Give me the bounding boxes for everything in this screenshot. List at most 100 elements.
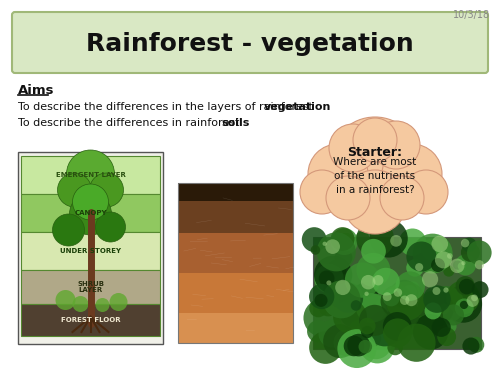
Circle shape xyxy=(333,300,367,334)
Text: UNDER STOREY: UNDER STOREY xyxy=(60,248,121,254)
Text: Rainforest - vegetation: Rainforest - vegetation xyxy=(86,32,414,56)
Circle shape xyxy=(390,235,402,247)
Circle shape xyxy=(398,324,436,362)
Circle shape xyxy=(340,300,367,327)
Circle shape xyxy=(467,240,491,265)
Circle shape xyxy=(356,220,394,258)
Circle shape xyxy=(52,214,84,246)
Circle shape xyxy=(468,337,484,353)
Circle shape xyxy=(431,258,445,272)
Circle shape xyxy=(355,231,370,246)
Bar xyxy=(313,237,481,349)
Circle shape xyxy=(322,280,360,318)
Circle shape xyxy=(326,260,346,280)
Circle shape xyxy=(304,299,342,337)
Circle shape xyxy=(388,339,403,355)
Circle shape xyxy=(96,212,126,242)
Circle shape xyxy=(323,280,338,296)
Circle shape xyxy=(432,318,451,337)
FancyBboxPatch shape xyxy=(12,12,488,73)
Circle shape xyxy=(309,331,342,364)
Circle shape xyxy=(72,184,108,220)
Circle shape xyxy=(408,281,419,292)
Circle shape xyxy=(345,262,380,298)
Text: To describe the differences in rainforest: To describe the differences in rainfores… xyxy=(18,118,243,128)
Circle shape xyxy=(333,282,364,313)
Circle shape xyxy=(323,324,357,358)
Circle shape xyxy=(334,249,352,266)
Circle shape xyxy=(444,285,482,323)
Circle shape xyxy=(466,295,478,307)
Circle shape xyxy=(403,285,417,299)
Circle shape xyxy=(406,294,417,306)
Text: vegetation: vegetation xyxy=(264,102,332,112)
Text: 10/3/18: 10/3/18 xyxy=(453,10,490,20)
Circle shape xyxy=(432,287,440,295)
Circle shape xyxy=(318,296,338,316)
Circle shape xyxy=(326,239,340,254)
Bar xyxy=(178,233,293,273)
Circle shape xyxy=(438,327,456,346)
Circle shape xyxy=(343,170,407,234)
Circle shape xyxy=(349,320,368,339)
Circle shape xyxy=(361,275,376,290)
Circle shape xyxy=(471,294,478,301)
Text: Aims: Aims xyxy=(18,84,55,97)
Circle shape xyxy=(353,118,397,162)
Circle shape xyxy=(410,288,420,298)
Circle shape xyxy=(367,311,402,346)
Circle shape xyxy=(56,290,76,310)
Circle shape xyxy=(361,239,386,264)
Circle shape xyxy=(70,193,112,235)
Text: Starter:: Starter: xyxy=(348,147,403,159)
Circle shape xyxy=(423,285,451,313)
Circle shape xyxy=(352,282,378,308)
Circle shape xyxy=(364,292,369,296)
Circle shape xyxy=(344,336,364,356)
Circle shape xyxy=(359,305,390,336)
Text: CANOPY: CANOPY xyxy=(74,210,107,216)
Circle shape xyxy=(443,289,474,320)
Circle shape xyxy=(318,320,346,348)
Circle shape xyxy=(302,227,326,252)
Circle shape xyxy=(382,289,400,306)
Circle shape xyxy=(358,340,372,354)
Circle shape xyxy=(438,303,450,314)
Circle shape xyxy=(422,238,444,261)
Circle shape xyxy=(326,280,332,285)
Circle shape xyxy=(380,176,424,220)
Bar xyxy=(21,270,160,304)
Circle shape xyxy=(330,117,420,207)
Circle shape xyxy=(338,329,376,368)
Bar xyxy=(178,183,293,343)
Circle shape xyxy=(461,239,469,248)
Circle shape xyxy=(422,271,438,287)
Circle shape xyxy=(383,312,412,341)
Circle shape xyxy=(364,330,381,347)
Circle shape xyxy=(336,233,355,251)
Circle shape xyxy=(309,284,334,309)
Circle shape xyxy=(334,329,360,356)
Text: SHRUB
LAYER: SHRUB LAYER xyxy=(77,280,104,294)
Circle shape xyxy=(372,268,400,296)
Circle shape xyxy=(396,272,425,301)
Circle shape xyxy=(310,245,320,255)
Circle shape xyxy=(444,287,448,293)
Circle shape xyxy=(335,274,349,288)
Circle shape xyxy=(424,303,442,320)
Circle shape xyxy=(356,253,390,287)
Circle shape xyxy=(461,243,480,262)
Circle shape xyxy=(110,293,128,311)
Circle shape xyxy=(455,298,473,317)
Circle shape xyxy=(314,256,352,294)
Bar xyxy=(178,273,293,313)
Circle shape xyxy=(443,266,454,277)
Circle shape xyxy=(90,173,124,207)
Circle shape xyxy=(446,280,480,314)
Circle shape xyxy=(460,301,468,309)
Circle shape xyxy=(456,276,475,295)
Circle shape xyxy=(318,270,334,286)
Circle shape xyxy=(396,312,419,335)
Circle shape xyxy=(360,294,389,322)
Circle shape xyxy=(359,318,376,334)
